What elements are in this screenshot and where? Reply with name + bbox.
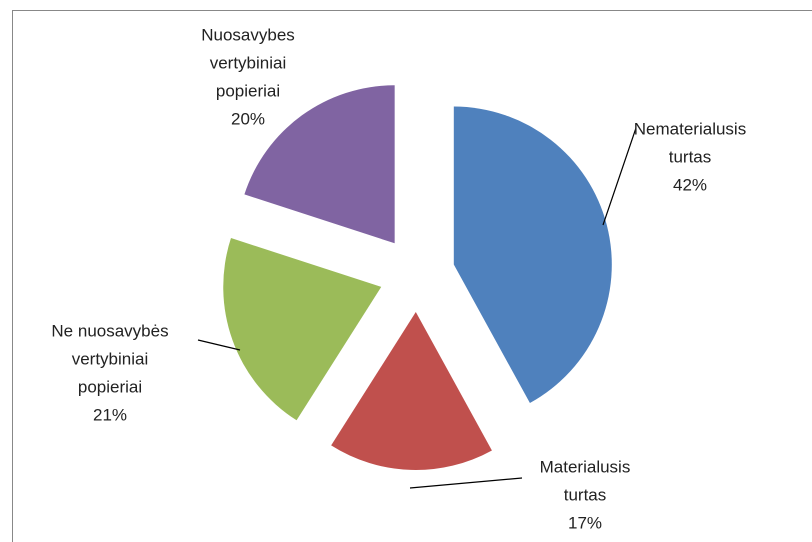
slice-label: turtas — [669, 147, 712, 166]
slice-value-label: 42% — [673, 175, 707, 194]
leader-line — [197, 339, 241, 351]
slice-value-label: 20% — [231, 109, 265, 128]
slice-label: popieriai — [78, 377, 142, 396]
slice-label: turtas — [564, 485, 607, 504]
pie-slice — [453, 106, 612, 404]
leader-line — [409, 477, 523, 489]
slice-label: Ne nuosavybės — [51, 321, 168, 340]
pie-slice — [244, 85, 395, 244]
leader-line — [602, 127, 637, 226]
slice-value-label: 21% — [93, 405, 127, 424]
pie-slice — [223, 238, 382, 421]
pie-slice — [331, 311, 492, 470]
slice-label: Materialusis — [540, 457, 631, 476]
slice-label: popieriai — [216, 81, 280, 100]
slice-label: vertybiniai — [210, 53, 287, 72]
slice-label: Nematerialusis — [634, 119, 746, 138]
slice-label: vertybiniai — [72, 349, 149, 368]
slice-value-label: 17% — [568, 513, 602, 532]
slice-label: Nuosavybes — [201, 25, 295, 44]
